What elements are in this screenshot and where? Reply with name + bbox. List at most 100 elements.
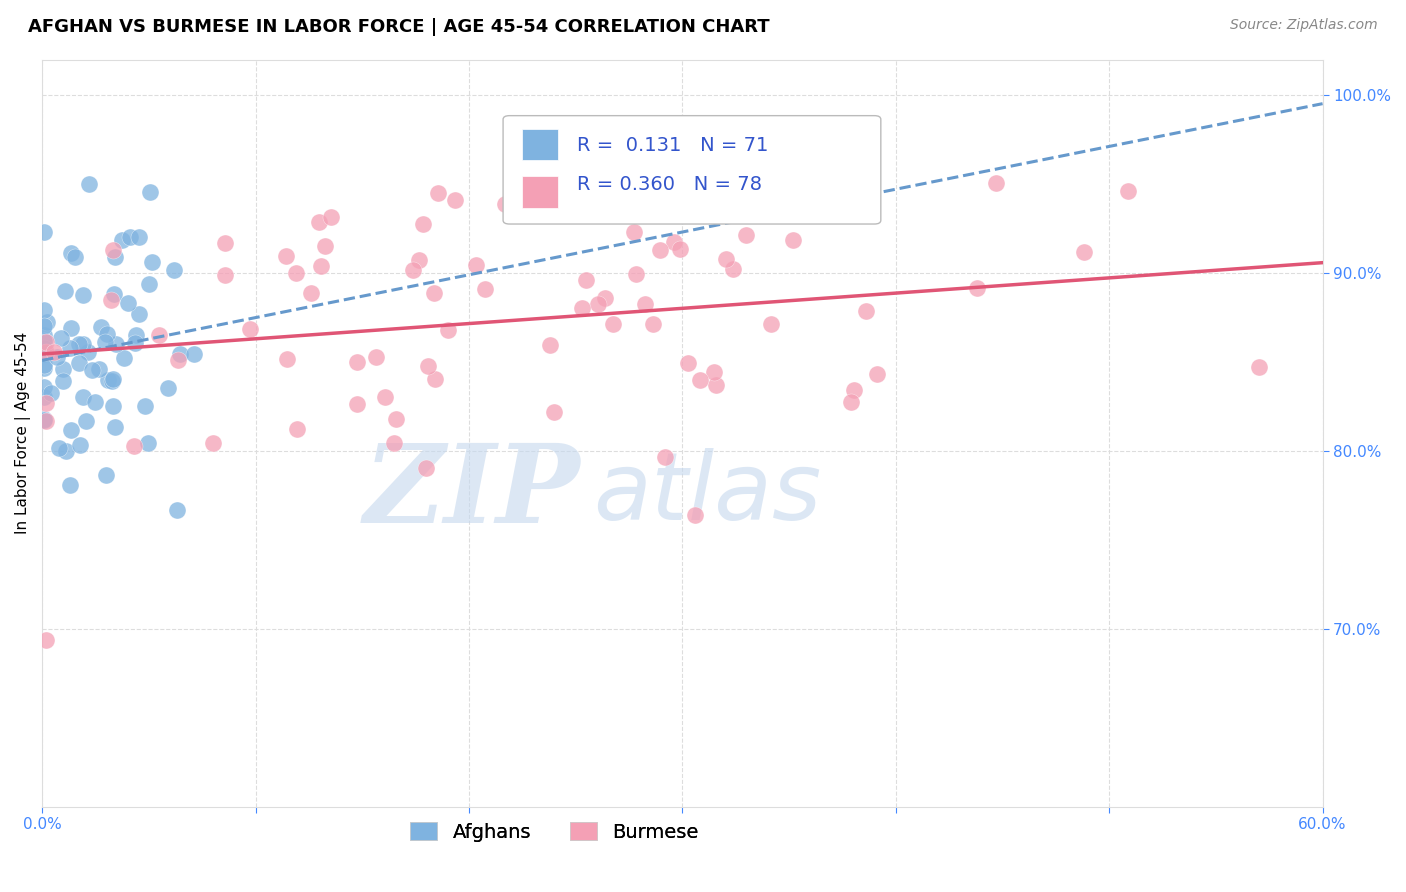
Point [538, 338, 561, 352]
Point [214, 236, 236, 251]
Point [284, 267, 307, 281]
Point [80, 363, 103, 377]
Point [276, 351, 298, 366]
Point [124, 336, 146, 351]
Legend: Afghans, Burmese: Afghans, Burmese [402, 814, 707, 849]
Point [42, 344, 65, 359]
Point [169, 347, 191, 361]
FancyBboxPatch shape [522, 129, 558, 161]
Point [444, 194, 467, 208]
Point [865, 367, 887, 381]
Point [48, 441, 70, 455]
Point [571, 301, 593, 315]
Point [35, 314, 58, 328]
Point [59, 341, 82, 355]
Point [634, 297, 657, 311]
Point [96, 327, 118, 342]
Point [704, 377, 727, 392]
Point [427, 186, 450, 200]
Point [128, 229, 150, 244]
Point [32, 358, 55, 372]
Point [374, 390, 396, 404]
Point [287, 422, 309, 436]
Point [309, 259, 332, 273]
Point [465, 258, 488, 272]
Point [346, 397, 368, 411]
Point [52, 375, 75, 389]
Point [32, 390, 55, 404]
Point [103, 287, 125, 301]
Point [239, 322, 262, 336]
Point [668, 243, 690, 257]
Point [79, 177, 101, 191]
Point [32, 412, 55, 426]
Point [122, 439, 145, 453]
Point [32, 341, 55, 355]
Point [382, 435, 405, 450]
Point [83, 394, 105, 409]
Point [101, 243, 124, 257]
Point [1073, 245, 1095, 260]
Point [839, 394, 862, 409]
Point [59, 478, 82, 492]
Point [984, 176, 1007, 190]
Point [202, 436, 225, 450]
Point [494, 196, 516, 211]
Point [125, 327, 148, 342]
Point [93, 335, 115, 350]
Point [63, 250, 86, 264]
Point [32, 413, 55, 427]
FancyBboxPatch shape [522, 177, 558, 208]
Point [588, 297, 610, 311]
FancyBboxPatch shape [503, 116, 880, 224]
Point [59, 423, 82, 437]
Point [117, 296, 139, 310]
Text: Source: ZipAtlas.com: Source: ZipAtlas.com [1230, 18, 1378, 32]
Point [1118, 184, 1140, 198]
Point [966, 281, 988, 295]
Point [148, 328, 170, 343]
Point [75, 414, 97, 428]
Point [32, 380, 55, 394]
Point [721, 261, 744, 276]
Point [166, 353, 188, 368]
Point [593, 291, 616, 305]
Point [319, 211, 342, 225]
Text: ZIP: ZIP [363, 440, 579, 547]
Point [69, 438, 91, 452]
Point [214, 268, 236, 282]
Point [59, 246, 82, 260]
Point [67, 337, 90, 351]
Point [842, 383, 865, 397]
Point [32, 334, 55, 348]
Point [308, 215, 330, 229]
Point [67, 356, 90, 370]
Point [128, 306, 150, 320]
Point [543, 405, 565, 419]
Point [759, 317, 782, 331]
Point [676, 356, 699, 370]
Y-axis label: In Labor Force | Age 45-54: In Labor Force | Age 45-54 [15, 332, 31, 534]
Point [49, 331, 72, 345]
Point [734, 227, 756, 242]
Point [35, 344, 58, 359]
Point [94, 467, 117, 482]
Point [72, 390, 94, 404]
Point [52, 362, 75, 376]
Point [418, 359, 440, 374]
Point [141, 255, 163, 269]
Point [32, 303, 55, 318]
Point [166, 503, 188, 517]
Point [575, 273, 598, 287]
Point [703, 365, 725, 379]
Point [101, 399, 124, 413]
Point [59, 321, 82, 335]
Point [104, 250, 127, 264]
Point [32, 327, 55, 342]
Point [474, 282, 496, 296]
Point [112, 351, 135, 365]
Point [35, 334, 58, 349]
Point [689, 373, 711, 387]
Point [163, 263, 186, 277]
Point [101, 372, 124, 386]
